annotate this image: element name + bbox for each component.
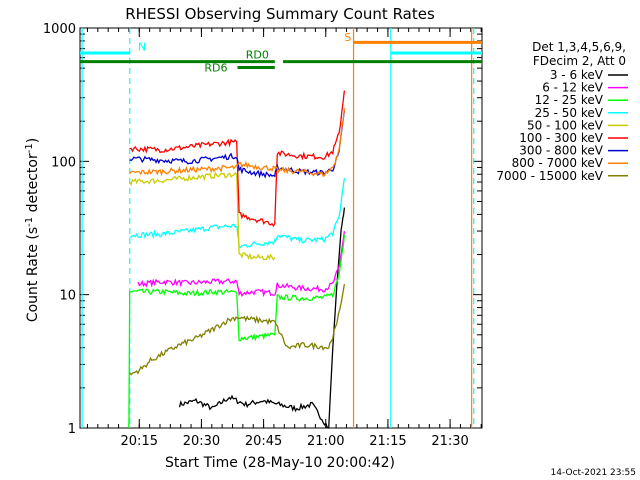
- series-line: [178, 207, 346, 429]
- annotation-label: RD6: [204, 62, 227, 75]
- axis-ticks: 1 10 100 1000 20:15 20:30 20:45 21:00 21:15 21:30: [43, 22, 482, 449]
- y-tick-label: 1000: [43, 22, 76, 37]
- series-line: [129, 171, 276, 261]
- legend: Det 1,3,4,5,6,9, FDecim 2, Att 0 3 - 6 k…: [496, 40, 628, 183]
- legend-label: 6 - 12 keV: [542, 81, 604, 95]
- series-line: [137, 231, 346, 298]
- legend-label: 25 - 50 keV: [535, 106, 604, 120]
- x-tick-label: 20:30: [183, 434, 220, 449]
- legend-label: 100 - 300 keV: [519, 131, 603, 145]
- y-tick-label: 1: [68, 422, 76, 437]
- y-tick-label: 100: [51, 155, 76, 170]
- annotation-label: S: [344, 31, 351, 44]
- series-group: [128, 90, 346, 429]
- y-tick-label: 10: [59, 289, 76, 304]
- series-line: [129, 283, 346, 376]
- legend-label: 50 - 100 keV: [527, 118, 604, 132]
- timestamp: 14-Oct-2021 23:55: [551, 468, 636, 478]
- x-tick-label: 20:15: [121, 434, 158, 449]
- series-line: [129, 108, 346, 177]
- legend-header-line-2: FDecim 2, Att 0: [533, 54, 626, 68]
- chart-title: RHESSI Observing Summary Count Rates: [125, 5, 435, 23]
- legend-label: 300 - 800 keV: [519, 144, 603, 158]
- plot-frame: [79, 27, 483, 429]
- series-line: [129, 110, 346, 179]
- x-tick-label: 20:45: [245, 434, 282, 449]
- x-tick-label: 21:15: [369, 434, 406, 449]
- y-axis-label: Count Rate (s-1 detector-1): [24, 138, 42, 322]
- x-axis-label: Start Time (28-May-10 20:00:42): [165, 455, 395, 471]
- legend-label: 800 - 7000 keV: [512, 156, 604, 170]
- legend-header-line-1: Det 1,3,4,5,6,9,: [532, 40, 626, 54]
- x-tick-label: 21:00: [307, 434, 344, 449]
- legend-label: 3 - 6 keV: [550, 68, 604, 82]
- legend-label: 7000 - 15000 keV: [496, 169, 603, 183]
- x-tick-label: 21:30: [431, 434, 468, 449]
- annotation-label: RD0: [246, 49, 269, 62]
- series-line: [128, 234, 346, 429]
- legend-label: 12 - 25 keV: [535, 93, 604, 107]
- annotation-label: N: [138, 40, 146, 53]
- series-line: [129, 90, 346, 228]
